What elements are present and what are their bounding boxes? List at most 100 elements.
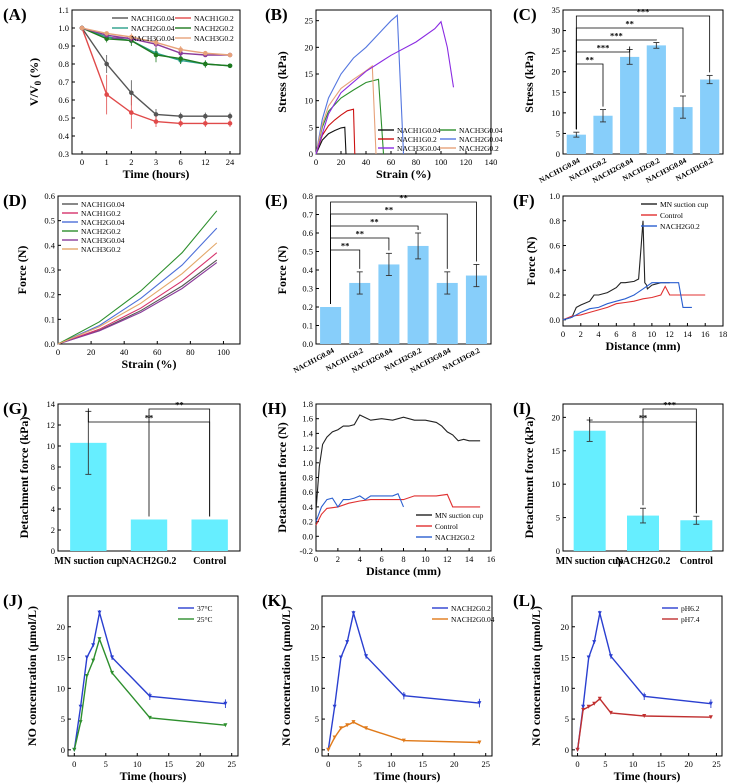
x-tick-label: 20 [337, 157, 346, 167]
x-tick-label: 20 [196, 759, 205, 769]
data-point [129, 34, 134, 40]
legend-label: NACH3G0.2 [81, 245, 121, 254]
data-point [104, 36, 109, 42]
legend-label: NACH3G0.04 [81, 236, 125, 245]
x-tick-label: 5 [603, 759, 607, 769]
y-axis-label: Stress (kPa) [275, 51, 289, 112]
significance-label: *** [663, 400, 676, 410]
y-tick-label: 1.8 [302, 399, 313, 409]
x-tick-label: 20 [684, 759, 693, 769]
x-tick-label: 2 [579, 329, 583, 339]
panel-label-J: (J) [3, 591, 23, 610]
panel-label-L: (L) [513, 591, 536, 610]
panel-label-D: (D) [3, 191, 27, 210]
y-tick-label: 20 [305, 42, 314, 52]
data-point [97, 637, 102, 642]
legend-label: NACH1G0.2 [397, 135, 437, 144]
data-point [104, 92, 109, 97]
data-point [351, 720, 356, 725]
x-tick-label: 5 [358, 759, 362, 769]
y-tick-label: 0.7 [302, 210, 313, 220]
series-line [315, 492, 405, 522]
x-tick-label: 10 [648, 329, 657, 339]
x-tick-label: 14 [683, 329, 692, 339]
chart-b: 0 5 10 15 20 25 0 20 40 60 80 100 120 140 Stress (kPa)… [275, 9, 503, 181]
x-tick-label: 10 [387, 759, 396, 769]
x-tick-label: MN suction cup [54, 556, 122, 567]
series-line [327, 721, 480, 751]
y-tick-label: 1.0 [302, 458, 313, 468]
panel-label-C: (C) [513, 5, 537, 24]
y-tick-label: 0.0 [302, 339, 313, 349]
y-tick-label: 0 [556, 546, 560, 556]
plot-frame [67, 595, 239, 757]
plot-frame [321, 595, 493, 757]
y-tick-label: 8 [51, 462, 55, 472]
data-point [223, 723, 228, 728]
data-point [78, 720, 83, 725]
legend-label: NACH2G0.2 [81, 227, 121, 236]
x-tick-label: 16 [487, 554, 496, 564]
panel-label-B: (B) [265, 5, 288, 24]
data-point [129, 90, 134, 96]
y-tick-label: 0.4 [302, 502, 313, 512]
significance-label: ** [356, 229, 365, 239]
bar [349, 282, 371, 344]
y-axis-label: Stress (kPa) [522, 51, 536, 112]
y-tick-label: 30 [552, 26, 561, 36]
y-tick-label: 1.0 [549, 191, 560, 201]
data-point [227, 121, 233, 126]
y-tick-label: 5 [315, 714, 319, 724]
y-axis-label: Detachment force (kPa) [522, 417, 536, 539]
y-tick-label: 20 [57, 622, 66, 632]
data-point [338, 726, 343, 731]
legend-label: NACH2G0.2 [194, 24, 234, 33]
bar [436, 282, 458, 344]
data-point [84, 674, 89, 678]
y-tick-label: 10 [561, 683, 570, 693]
bar [191, 519, 228, 551]
data-point [608, 710, 613, 715]
x-axis-label: Distance (mm) [366, 564, 441, 578]
x-tick-label: 20 [450, 759, 459, 769]
x-tick-label: 16 [701, 329, 710, 339]
x-axis-label: Time (hours) [123, 167, 190, 181]
data-point [203, 113, 208, 119]
plot-frame [562, 9, 724, 155]
data-point [227, 113, 233, 119]
data-point [642, 714, 647, 718]
data-point [153, 52, 159, 58]
y-tick-label: 10 [552, 108, 561, 118]
x-tick-label: NACH2G0.2 [616, 556, 671, 567]
y-tick-label: 0.4 [44, 240, 55, 250]
y-tick-label: 5 [556, 128, 560, 138]
significance-bracket [575, 39, 657, 130]
y-tick-label: 0.4 [58, 131, 69, 141]
bar [573, 430, 606, 551]
y-tick-label: 15 [305, 69, 314, 79]
y-tick-label: 15 [57, 653, 66, 663]
significance-bracket [642, 408, 697, 514]
y-tick-label: 0.0 [549, 315, 560, 325]
x-tick-label: 6 [614, 329, 618, 339]
legend-label: NACH2G0.2 [459, 144, 499, 153]
legend-label: NACH1G0.04 [397, 126, 441, 135]
x-tick-label: 8 [401, 554, 405, 564]
series-line [73, 636, 226, 750]
x-tick-label: 0 [314, 157, 318, 167]
legend-label: MN suction cup [435, 511, 484, 520]
y-tick-label: 15 [311, 653, 320, 663]
series-line [315, 108, 356, 155]
y-axis-label: Force (N) [275, 246, 289, 295]
y-tick-label: 15 [552, 87, 561, 97]
y-tick-label: 1.1 [58, 5, 69, 15]
y-axis-label: Detachment force (kPa) [17, 417, 31, 539]
series-line [327, 613, 480, 750]
x-tick-label: 60 [387, 157, 396, 167]
data-point [178, 47, 183, 52]
x-tick-label: NACH2G0.2 [122, 556, 177, 567]
legend-label: NACH1G0.04 [81, 200, 125, 209]
data-point [110, 670, 115, 675]
bar [646, 45, 666, 154]
data-point [203, 121, 208, 126]
